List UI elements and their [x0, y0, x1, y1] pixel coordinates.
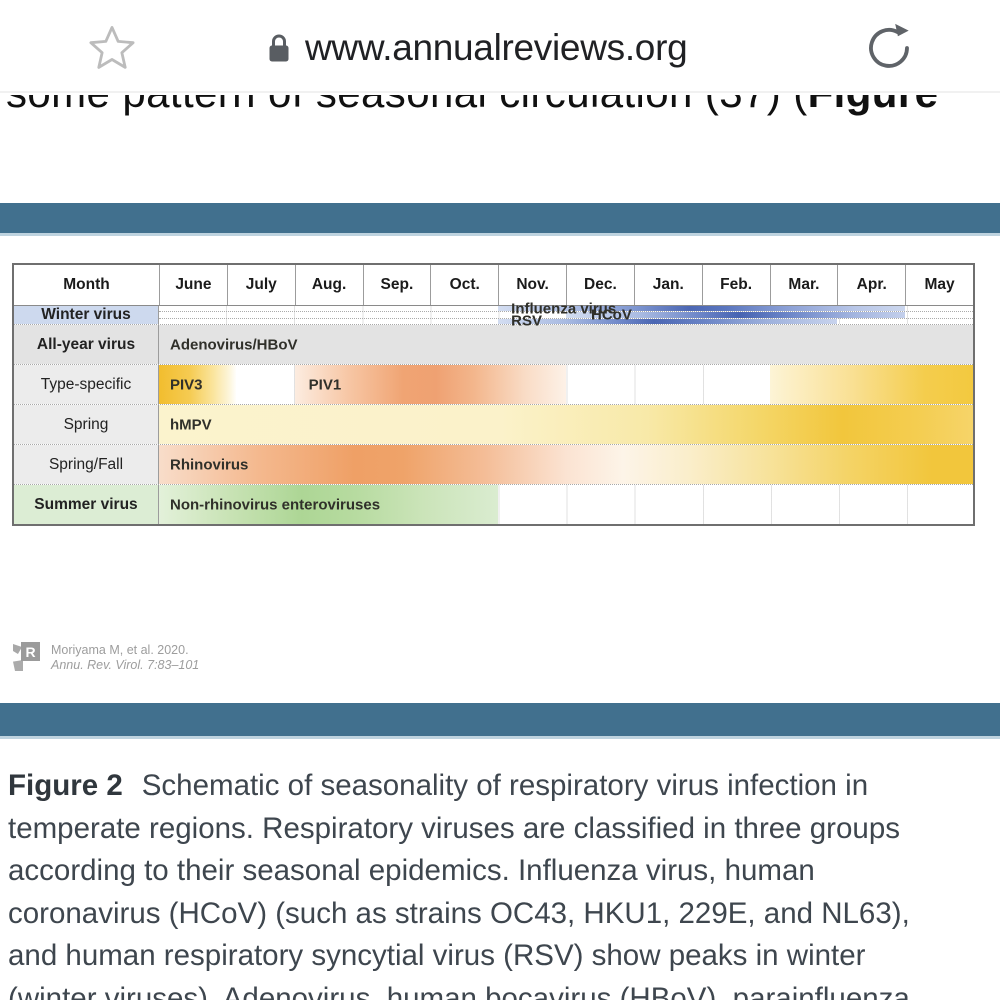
piv3-bar-label: PIV3: [170, 376, 203, 393]
enterovirus-track: Non-rhinovirus enteroviruses: [159, 485, 973, 524]
clipped-text-regular: some pattern of seasonal circulation (37…: [6, 95, 808, 116]
hcov-track: HCoV: [159, 306, 973, 323]
attribution-citation-line: Moriyama M, et al. 2020.: [51, 643, 189, 657]
group-label-spring-fall: Spring/Fall: [14, 445, 159, 484]
column-header-apr: Apr.: [837, 265, 905, 305]
browser-toolbar: www.annualreviews.org: [0, 0, 1000, 93]
column-header-july: July: [226, 265, 295, 305]
reload-icon[interactable]: [862, 21, 916, 75]
caption-line-6: (winter viruses). Adenovirus, human boca…: [8, 981, 910, 1000]
figure-caption-label: Figure 2: [8, 769, 123, 802]
rhinovirus-bar-label: Rhinovirus: [170, 456, 249, 473]
logo-mark-2: [13, 660, 23, 671]
type-specific-row: Type-specific PIV3 PIV1: [14, 364, 973, 404]
bookmark-star-icon[interactable]: [86, 22, 138, 74]
all-year-virus-row: All-year virus Adenovirus/HBoV: [14, 324, 973, 364]
hmpv-season-bar: [159, 405, 973, 444]
clipped-text-bold: Figure: [808, 95, 939, 116]
piv-spring-season-bar: [769, 365, 973, 404]
caption-line-4: coronavirus (HCoV) (such as strains OC43…: [8, 896, 910, 930]
influenza-track: Influenza virus: [159, 300, 973, 317]
rhinovirus-season-bar: [159, 445, 973, 484]
summer-virus-row: Summer virus Non-rhinovirus enteroviruse…: [14, 484, 973, 524]
rsv-season-bar: [498, 318, 838, 324]
group-label-spring: Spring: [14, 405, 159, 444]
hcov-season-bar: [566, 312, 906, 318]
enterovirus-season-bar: [159, 485, 499, 524]
caption-line-3: according to their seasonal epidemics. I…: [8, 854, 815, 887]
spring-row: Spring hMPV: [14, 404, 973, 444]
piv-track: PIV3 PIV1: [159, 365, 973, 404]
piv1-bar-label: PIV1: [308, 376, 342, 393]
rhinovirus-track: Rhinovirus: [159, 445, 973, 484]
attribution-journal-line: Annu. Rev. Virol. 7:83–101: [51, 658, 200, 672]
column-header-june: June: [159, 265, 227, 305]
winter-virus-group-row: Winter virus Influenza virus HCoV RSV: [14, 300, 973, 330]
figure-caption: Figure 2 Schematic of seasonality of resp…: [8, 765, 976, 1000]
table-header-row: Month June July Aug. Sep. Oct. Nov. Dec.…: [14, 265, 973, 306]
rsv-bar-label: RSV: [511, 312, 542, 330]
influenza-season-bar: [498, 306, 906, 312]
divider-band-top: [0, 203, 1000, 236]
hmpv-track: hMPV: [159, 405, 973, 444]
column-header-sep: Sep.: [362, 265, 431, 305]
seasonality-table: Month June July Aug. Sep. Oct. Nov. Dec.…: [12, 263, 975, 526]
caption-line-1: Schematic of seasonality of respiratory …: [141, 769, 869, 802]
column-header-mar: Mar.: [769, 265, 838, 305]
column-header-may: May: [905, 265, 973, 305]
piv1-season-bar: [294, 365, 566, 404]
spring-fall-row: Spring/Fall Rhinovirus: [14, 444, 973, 484]
figure-attribution: R Moriyama M, et al. 2020. Annu. Rev. Vi…: [13, 642, 199, 673]
caption-line-2: temperate regions. Respiratory viruses a…: [8, 811, 900, 845]
group-label-winter-virus: Winter virus: [14, 306, 159, 324]
caption-line-5: and human respiratory syncytial virus (R…: [8, 939, 866, 972]
lock-icon: [266, 32, 292, 64]
logo-letter: R: [21, 642, 40, 661]
influenza-bar-label: Influenza virus: [511, 300, 617, 318]
column-header-nov: Nov.: [498, 265, 566, 305]
hmpv-bar-label: hMPV: [170, 416, 212, 433]
annual-reviews-logo-icon: R: [13, 642, 43, 673]
piv3-season-bar: [159, 365, 237, 404]
divider-band-bottom: [0, 703, 1000, 739]
hcov-bar-label: HCoV: [591, 306, 632, 324]
column-header-month: Month: [63, 276, 110, 293]
column-header-oct: Oct.: [430, 265, 498, 305]
group-label-type-specific: Type-specific: [14, 365, 159, 404]
group-label-summer-virus: Summer virus: [14, 485, 159, 524]
url-text: www.annualreviews.org: [305, 27, 688, 68]
column-header-feb: Feb.: [701, 265, 770, 305]
clipped-text-line: some pattern of seasonal circulation (37…: [0, 95, 1000, 127]
adenovirus-track: Adenovirus/HBoV: [159, 325, 973, 364]
rsv-track: RSV: [159, 313, 973, 330]
enterovirus-bar-label: Non-rhinovirus enteroviruses: [170, 496, 381, 513]
url-bar[interactable]: www.annualreviews.org: [266, 18, 688, 78]
column-header-jan: Jan.: [633, 265, 702, 305]
group-label-all-year-virus: All-year virus: [14, 325, 159, 364]
logo-mark: [13, 644, 22, 654]
adenovirus-bar-label: Adenovirus/HBoV: [170, 336, 298, 353]
column-header-dec: Dec.: [566, 265, 634, 305]
column-header-aug: Aug.: [294, 265, 363, 305]
